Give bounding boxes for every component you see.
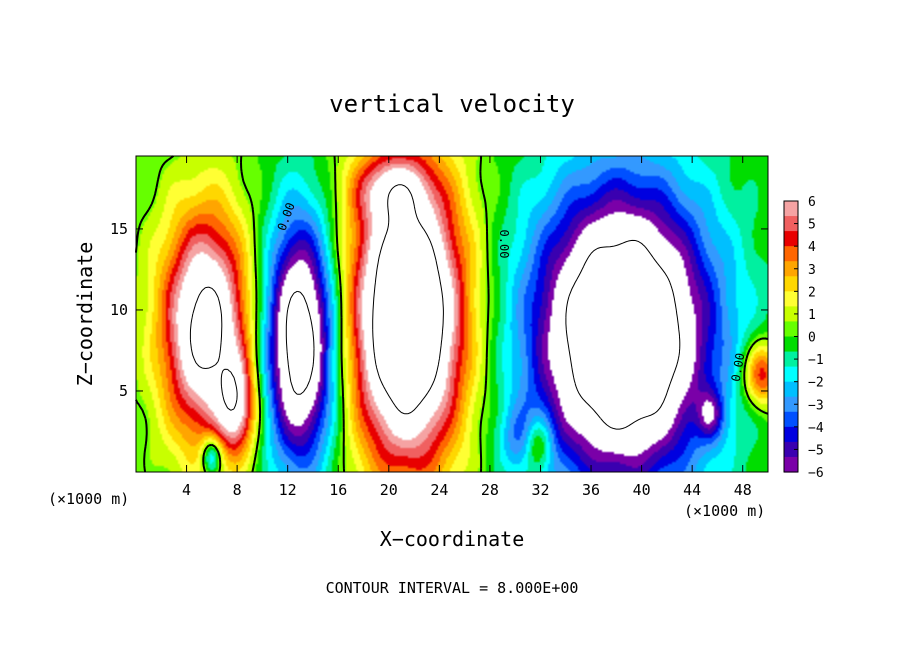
contour-positive	[189, 184, 444, 415]
colorbar-swatch	[784, 246, 798, 262]
contour-negative	[285, 239, 681, 430]
colorbar-tick-label: 5	[808, 218, 816, 233]
y-tick-label: 10	[110, 301, 128, 319]
colorbar-swatch	[784, 261, 798, 277]
x-tick-label: 48	[734, 481, 752, 499]
colorbar-swatch	[784, 366, 798, 383]
x-tick-label: 44	[683, 481, 701, 499]
x-tick-label: 36	[582, 481, 600, 499]
x-axis-label: X−coordinate	[380, 527, 525, 551]
x-axis: 4 8 12 16 20 24 28 32 36 40 44 48	[182, 156, 752, 499]
velocity-field	[136, 156, 768, 472]
x-tick-label: 8	[233, 481, 242, 499]
colorbar-swatch	[784, 336, 798, 353]
colorbar-tick-label: 6	[808, 195, 816, 210]
colorbar-swatch	[784, 276, 798, 292]
y-tick-label: 5	[119, 382, 128, 400]
colorbar-tick-label: 0	[808, 331, 816, 346]
contour-lines: 0.000.000.00	[135, 155, 769, 473]
colorbar-swatch	[784, 351, 798, 368]
x-tick-label: 28	[481, 481, 499, 499]
colorbar-swatch	[784, 291, 798, 307]
colorbar-swatch	[784, 231, 798, 247]
x-tick-label: 4	[182, 481, 191, 499]
contour-zero	[135, 155, 769, 473]
x-tick-label: 32	[531, 481, 549, 499]
y-axis-label: Z−coordinate	[73, 242, 97, 387]
colorbar-tick-label: 1	[808, 308, 816, 323]
colorbar-tick-label: −4	[808, 421, 824, 436]
colorbar-swatch	[784, 426, 798, 443]
colorbar-swatch	[784, 396, 798, 413]
plot-frame	[135, 155, 769, 473]
y-tick-label: 15	[110, 220, 128, 238]
plot-area: 0.000.000.00 4 8 12 16 20 24 28 32 36 40 44 48 5101…	[110, 155, 769, 499]
colorbar-swatch	[784, 321, 798, 338]
x-tick-label: 12	[279, 481, 297, 499]
contour-label: 0.00	[729, 352, 748, 383]
colorbar-swatch	[784, 216, 798, 232]
colorbar-tick-label: −3	[808, 398, 824, 413]
x-tick-label: 40	[633, 481, 651, 499]
contour-label: 0.00	[497, 230, 511, 259]
x-tick-label: 24	[430, 481, 448, 499]
x-tick-label: 16	[329, 481, 347, 499]
colorbar-swatch	[784, 306, 798, 323]
x-unit-left: (×1000 m)	[48, 490, 129, 508]
chart-title: vertical velocity	[329, 90, 575, 118]
x-tick-label: 20	[380, 481, 398, 499]
colorbar: 6 5 4 3 2 1 0 −1 −2 −3 −4 −5 −6	[783, 195, 824, 481]
colorbar-tick-label: 4	[808, 240, 816, 255]
colorbar-swatch	[784, 381, 798, 398]
colorbar-tick-label: −6	[808, 466, 824, 481]
colorbar-tick-label: −1	[808, 353, 824, 368]
colorbar-tick-label: −5	[808, 443, 824, 458]
x-unit-right: (×1000 m)	[684, 502, 765, 520]
colorbar-tick-label: 2	[808, 285, 816, 300]
colorbar-swatch	[784, 441, 798, 458]
colorbar-tick-label: 3	[808, 263, 816, 278]
colorbar-tick-label: −2	[808, 376, 824, 391]
contour-interval-note: CONTOUR INTERVAL = 8.000E+00	[326, 579, 579, 597]
y-axis: 5 10 15	[110, 220, 768, 400]
colorbar-swatch	[784, 456, 798, 473]
colorbar-swatch	[784, 201, 798, 217]
colorbar-swatch	[784, 411, 798, 428]
